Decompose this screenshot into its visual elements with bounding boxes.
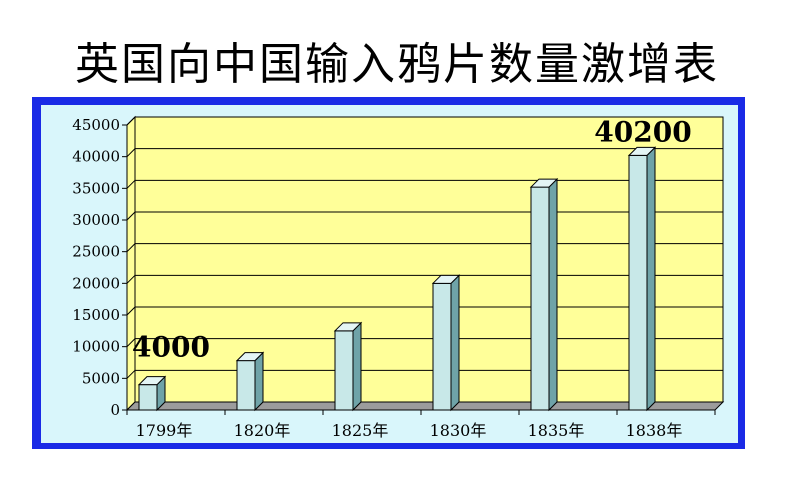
bar-top: [529, 178, 559, 188]
gridline: [126, 116, 723, 126]
page-title: 英国向中国输入鸦片数量激增表: [75, 39, 719, 90]
gridline: [126, 338, 723, 348]
bar: [432, 282, 452, 411]
data-label: 40200: [594, 115, 691, 148]
bar-top: [627, 146, 657, 156]
bar-side: [548, 177, 558, 412]
bar-top: [431, 274, 461, 284]
gridline: [126, 274, 723, 284]
gridline: [126, 306, 723, 316]
bar-top: [333, 322, 363, 332]
bar-side: [450, 274, 460, 412]
gridline: [126, 243, 723, 253]
gridline: [126, 211, 723, 221]
data-label: 4000: [132, 331, 210, 364]
x-tick-label: 1838年: [626, 421, 683, 440]
bar: [138, 384, 158, 411]
x-tick-label: 1799年: [136, 421, 193, 440]
gridline: [126, 179, 723, 189]
y-tick-label: 40000: [72, 148, 120, 166]
x-tick-label: 1830年: [430, 421, 487, 440]
y-tick-label: 45000: [72, 116, 120, 134]
gridline: [126, 369, 723, 379]
bar: [530, 186, 550, 411]
bar-side: [254, 351, 264, 412]
bar-side: [646, 146, 656, 412]
y-tick-label: 10000: [72, 338, 120, 356]
bar: [628, 154, 648, 411]
bar: [236, 360, 256, 411]
x-tick-label: 1820年: [234, 421, 291, 440]
y-tick-label: 30000: [72, 211, 120, 229]
x-tick-label: 1825年: [332, 421, 389, 440]
y-tick-label: 25000: [72, 243, 120, 261]
y-tick-label: 20000: [72, 274, 120, 292]
y-tick-label: 0: [110, 401, 120, 419]
bar-top: [137, 376, 167, 386]
x-tick-label: 1835年: [528, 421, 585, 440]
plot-back-wall: [134, 116, 724, 403]
plot-side-wall: [126, 115, 136, 412]
bar-top: [235, 352, 265, 362]
y-tick-label: 5000: [82, 369, 120, 387]
gridline: [126, 148, 723, 158]
bar: [334, 330, 354, 411]
bar-side: [352, 321, 362, 412]
y-tick-label: 35000: [72, 179, 120, 197]
y-tick-label: 15000: [72, 306, 120, 324]
